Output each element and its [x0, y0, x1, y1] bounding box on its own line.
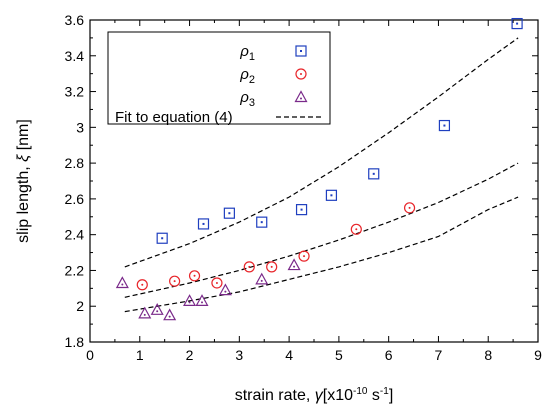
fit-curve-3: [124, 196, 519, 313]
x-tick-label: 0: [86, 347, 94, 363]
data-point-series-3: [218, 283, 232, 296]
data-point-series-2: [211, 277, 223, 289]
data-point-series-3: [195, 294, 209, 306]
y-tick-label: 3.4: [65, 48, 85, 64]
fit-curve-2: [124, 162, 519, 298]
y-tick-label: 1.8: [65, 334, 85, 350]
data-point-series-2: [350, 223, 362, 235]
data-point-series-1: [368, 168, 380, 180]
data-point-series-2: [266, 261, 278, 273]
legend-label-series-1: ρ1: [239, 43, 255, 63]
data-point-series-3: [150, 303, 164, 315]
data-point-series-2: [188, 270, 201, 282]
data-point-series-1: [156, 232, 168, 244]
x-tick-label: 9: [534, 347, 542, 363]
x-tick-label: 5: [335, 347, 343, 363]
data-point-series-3: [255, 272, 269, 285]
axis-tick-labels: 0 1 2 3 4 5 6 7 8 9 1.8 2 2.2 2.4 2.6 2.8 3 3.2 3.4 3.6: [65, 12, 543, 363]
data-point-series-3: [115, 276, 129, 289]
legend-label-series-3: ρ3: [239, 89, 255, 109]
data-point-series-2: [136, 279, 148, 291]
x-tick-label: 6: [385, 347, 393, 363]
legend-marker-series-1: [295, 45, 307, 57]
fit-curve-1: [124, 37, 519, 268]
y-tick-label: 3.6: [65, 12, 85, 28]
data-point-series-1: [325, 189, 338, 201]
x-tick-label: 4: [285, 347, 293, 363]
y-tick-label: 2.4: [65, 227, 85, 243]
y-tick-label: 2: [76, 298, 84, 314]
x-axis-label: strain rate, γ[x10-10 s-1]: [235, 386, 394, 404]
legend-label-fit: Fit to equation (4): [115, 109, 233, 126]
y-axis-label: slip length, ξ [nm]: [15, 119, 32, 243]
data-markers: [115, 17, 523, 321]
data-point-series-3: [183, 294, 197, 306]
legend-label-series-2: ρ2: [239, 66, 255, 86]
x-tick-label: 7: [435, 347, 443, 363]
data-point-series-3: [287, 258, 301, 271]
x-tick-label: 3: [235, 347, 243, 363]
data-point-series-1: [197, 218, 210, 230]
y-tick-label: 3.2: [65, 84, 85, 100]
y-tick-label: 2.2: [65, 262, 85, 278]
data-point-series-3: [163, 308, 177, 321]
legend-box: [107, 31, 331, 125]
fit-lines: [124, 37, 519, 313]
legend-marker-series-3: [294, 90, 308, 103]
data-point-series-2: [243, 261, 255, 273]
data-point-series-1: [295, 204, 308, 216]
data-point-series-1: [256, 216, 268, 228]
axis-ticks: [89, 19, 539, 343]
data-point-series-1: [511, 17, 523, 30]
data-point-series-1: [438, 119, 451, 132]
data-point-series-2: [298, 250, 310, 262]
x-tick-label: 1: [136, 347, 144, 363]
y-tick-label: 2.6: [65, 191, 85, 207]
data-point-series-2: [403, 202, 416, 214]
x-tick-label: 8: [484, 347, 492, 363]
y-tick-label: 3: [76, 119, 84, 135]
y-tick-label: 2.8: [65, 155, 85, 171]
x-tick-label: 2: [186, 347, 194, 363]
data-point-series-3: [138, 306, 152, 319]
legend-marker-series-2: [295, 68, 307, 80]
legend: ρ1 ρ2 ρ3 Fit to equation (4): [107, 31, 331, 126]
data-point-series-2: [169, 275, 181, 287]
data-point-series-1: [223, 207, 235, 219]
